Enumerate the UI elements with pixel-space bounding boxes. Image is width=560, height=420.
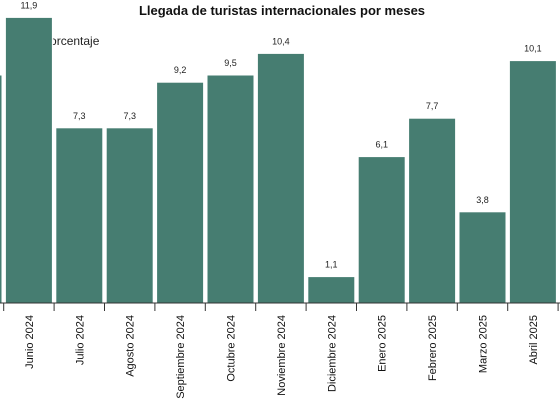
bar-abril-2025 bbox=[508, 60, 557, 304]
data-label-enero-2025: 6,1 bbox=[375, 140, 388, 150]
data-label-noviembre-2024: 10,4 bbox=[272, 36, 290, 46]
bar-octubre-2024 bbox=[206, 74, 255, 304]
bars-layer bbox=[0, 16, 560, 304]
bar-julio-2024 bbox=[55, 127, 104, 304]
bar-diciembre-2024 bbox=[307, 276, 356, 304]
data-label-marzo-2025: 3,8 bbox=[476, 195, 489, 205]
x-tick-label-diciembre-2024: Diciembre 2024 bbox=[326, 315, 338, 392]
x-tick-label-septiembre-2024: Septiembre 2024 bbox=[175, 315, 187, 399]
bar-partial-0 bbox=[0, 74, 3, 304]
data-label-octubre-2024: 9,5 bbox=[224, 58, 237, 68]
data-label-agosto-2024: 7,3 bbox=[123, 111, 136, 121]
bar-marzo-2025 bbox=[458, 211, 507, 304]
data-label-julio-2024: 7,3 bbox=[73, 111, 86, 121]
data-label-septiembre-2024: 9,2 bbox=[174, 65, 187, 75]
bar-enero-2025 bbox=[357, 156, 406, 304]
data-label-abril-2025: 10,1 bbox=[524, 44, 542, 54]
x-tick-label-junio-2024: Junio 2024 bbox=[24, 315, 36, 369]
x-tick-label-octubre-2024: Octubre 2024 bbox=[226, 315, 238, 382]
x-tick-label-agosto-2024: Agosto 2024 bbox=[125, 315, 137, 377]
x-tick-label-febrero-2025: Febrero 2025 bbox=[427, 315, 439, 381]
chart-title: Llegada de turistas internacionales por … bbox=[139, 3, 425, 18]
data-label-diciembre-2024: 1,1 bbox=[325, 260, 338, 270]
x-tick-label-enero-2025: Enero 2025 bbox=[377, 315, 389, 372]
data-label-febrero-2025: 7,7 bbox=[426, 101, 439, 111]
bar-junio-2024 bbox=[4, 16, 53, 304]
bar-septiembre-2024 bbox=[156, 81, 205, 304]
data-labels-layer: 11,9 7,3 7,3 9,2 9,5 10,4 1,1 6,1 7,7 3,8 10,1 bbox=[20, 0, 541, 269]
x-tick-label-noviembre-2024: Noviembre 2024 bbox=[276, 315, 288, 396]
data-label-junio-2024: 11,9 bbox=[20, 0, 37, 10]
x-tick-label-marzo-2025: Marzo 2025 bbox=[478, 315, 490, 373]
x-ticks-layer: Junio 2024 Julio 2024 Agosto 2024 Septiembr… bbox=[3, 303, 559, 399]
bar-noviembre-2024 bbox=[256, 52, 305, 304]
bar-febrero-2025 bbox=[408, 117, 457, 304]
bar-agosto-2024 bbox=[105, 127, 154, 304]
x-tick-label-abril-2025: Abril 2025 bbox=[528, 315, 540, 365]
x-tick-label-julio-2024: Julio 2024 bbox=[74, 315, 86, 365]
